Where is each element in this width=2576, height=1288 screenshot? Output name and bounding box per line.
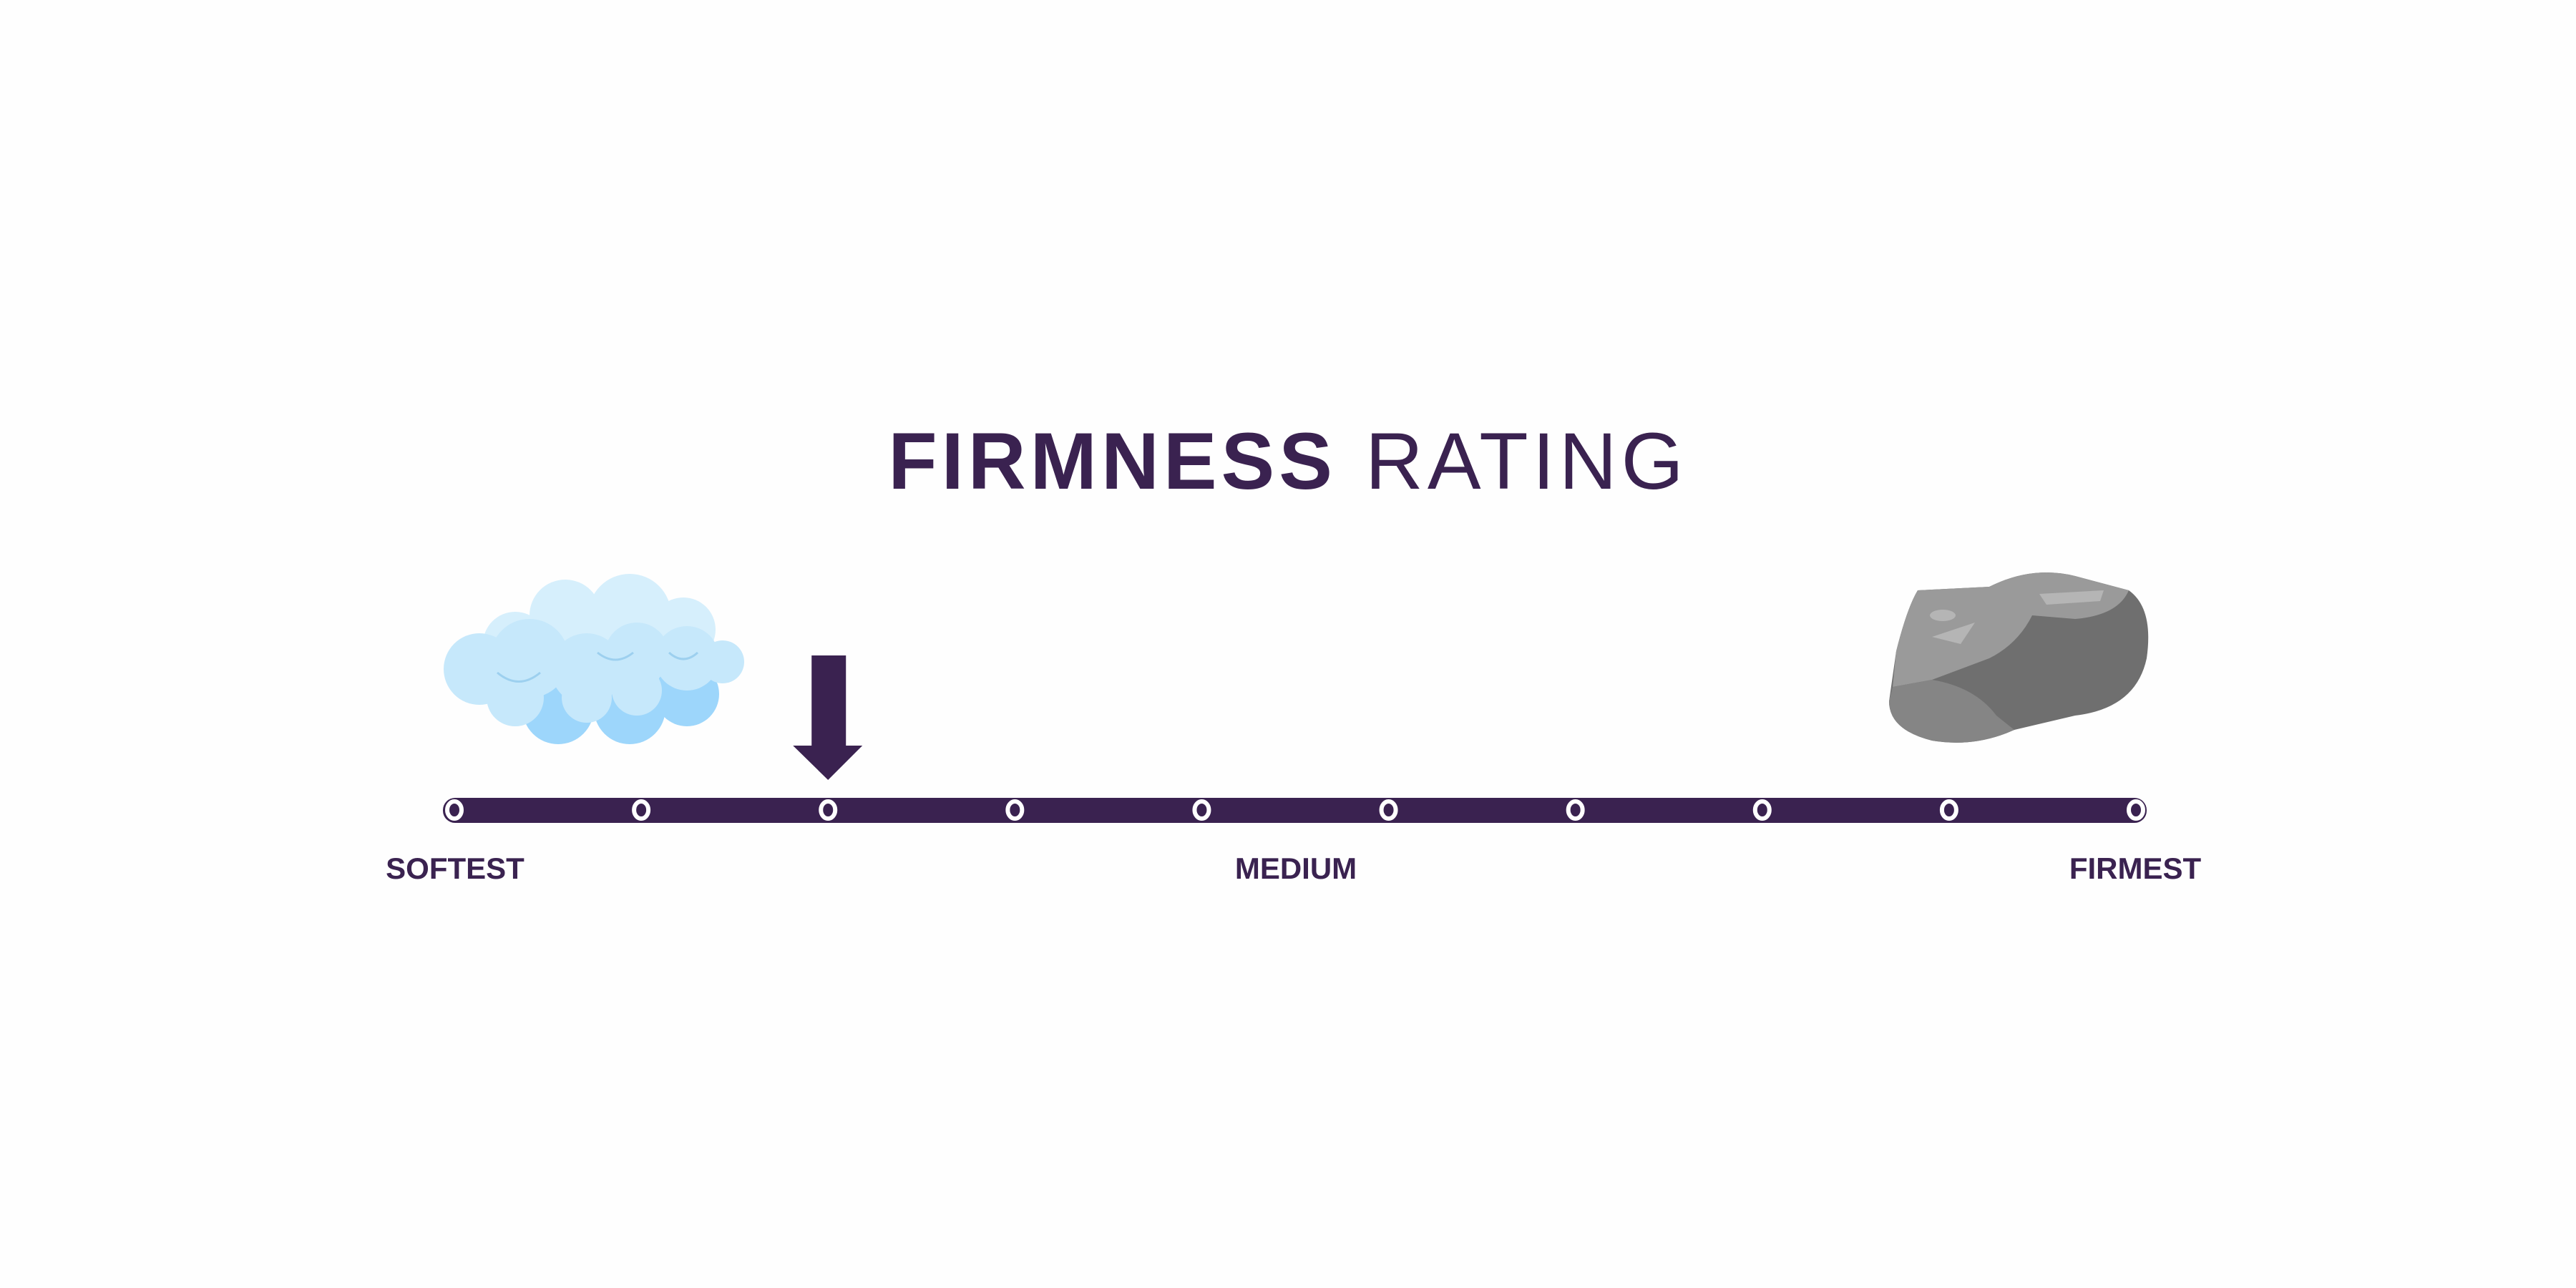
title-bold: FIRMNESS bbox=[888, 416, 1337, 506]
scale-point-7 bbox=[1566, 799, 1585, 821]
scale-point-10 bbox=[2127, 799, 2145, 821]
arrow-down-icon bbox=[793, 655, 863, 780]
label-softest: SOFTEST bbox=[386, 852, 525, 885]
scale-point-8 bbox=[1752, 799, 1772, 821]
scale-point-1 bbox=[445, 799, 464, 821]
rock-icon bbox=[1889, 572, 2149, 743]
scale-point-6 bbox=[1379, 799, 1398, 821]
title-light: RATING bbox=[1365, 416, 1688, 506]
scale-point-9 bbox=[1939, 799, 1958, 821]
page-title: FIRMNESS RATING bbox=[0, 415, 2576, 507]
scale-points bbox=[445, 799, 2145, 821]
label-firmest: FIRMEST bbox=[2069, 852, 2202, 885]
label-medium: MEDIUM bbox=[1234, 852, 1357, 885]
scale-point-3 bbox=[819, 799, 838, 821]
cloud-icon bbox=[444, 574, 744, 744]
scale-point-5 bbox=[1192, 799, 1211, 821]
firmness-scale-bar bbox=[443, 798, 2147, 823]
scale-point-2 bbox=[632, 799, 651, 821]
scale-point-4 bbox=[1005, 799, 1025, 821]
